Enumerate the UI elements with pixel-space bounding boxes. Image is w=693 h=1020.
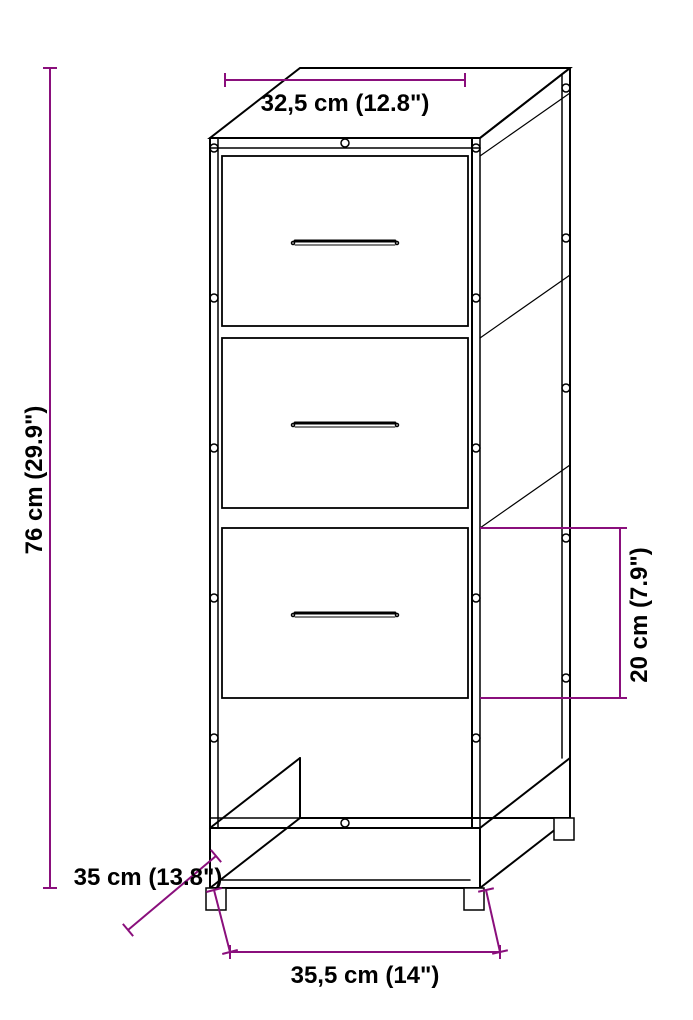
- dim-label-drawer-height: 20 cm (7.9"): [626, 495, 654, 735]
- dim-label-height: 76 cm (29.9"): [21, 360, 49, 600]
- dim-label-inner-width: 32,5 cm (12.8"): [225, 90, 465, 118]
- dimension-line: [49, 68, 51, 888]
- dimension-cap: [224, 73, 226, 87]
- dimension-line: [230, 951, 500, 953]
- dimension-cap: [499, 945, 501, 959]
- dimension-line: [619, 528, 621, 698]
- dimension-cap: [43, 67, 57, 69]
- diagram-stage: 76 cm (29.9") 32,5 cm (12.8") 20 cm (7.9")…: [0, 0, 693, 1020]
- dimension-cap: [229, 945, 231, 959]
- dim-label-outer-width: 35,5 cm (14"): [245, 962, 485, 990]
- dimension-cap: [464, 73, 466, 87]
- dim-label-depth: 35 cm (13.8"): [28, 864, 268, 892]
- dimension-line: [225, 79, 465, 81]
- dimension-line: [480, 527, 620, 529]
- cabinet-drawing: [180, 38, 600, 918]
- dimension-line: [480, 697, 620, 699]
